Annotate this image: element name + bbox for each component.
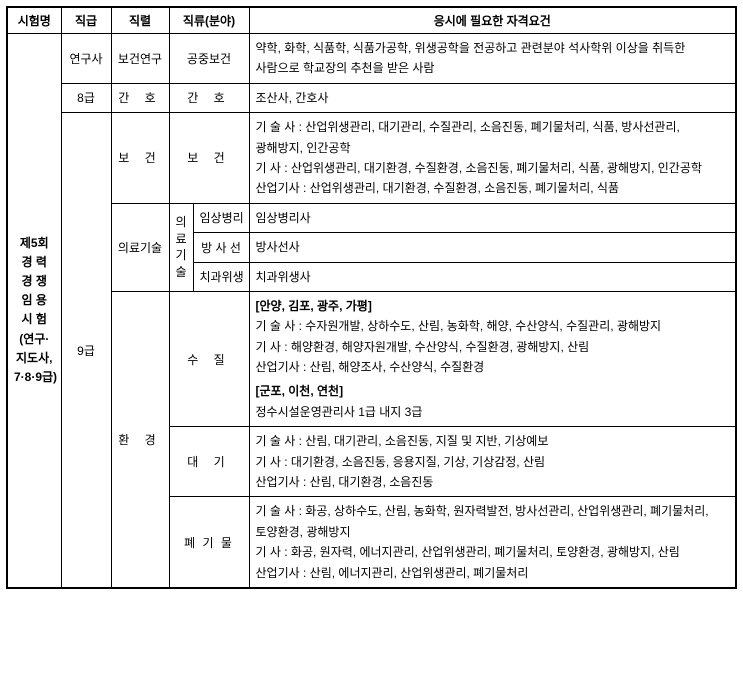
col-field: 직류(분야) (169, 7, 249, 34)
series-cell: 의료기술 (111, 203, 169, 291)
qual-line: 기 술 사 : 산업위생관리, 대기관리, 수질관리, 소음진동, 폐기물처리,… (256, 117, 730, 158)
qual-cell: 조산사, 간호사 (249, 83, 736, 112)
exam-name-l1: 제5회 (20, 236, 49, 250)
col-qual: 응시에 필요한 자격요건 (249, 7, 736, 34)
sub-l4: 술 (176, 265, 187, 279)
col-exam: 시험명 (7, 7, 61, 34)
grade-cell: 9급 (61, 113, 111, 588)
sub-l3: 기 (176, 248, 187, 262)
series-cell: 보건연구 (111, 34, 169, 84)
qual-line: 기 술 사 : 화공, 상하수도, 산림, 농화학, 원자력발전, 방사선관리,… (256, 501, 730, 542)
exam-name-l3: 경 쟁 (22, 274, 47, 288)
grade-cell: 연구사 (61, 34, 111, 84)
qual-cell: 방사선사 (249, 233, 736, 262)
qual-cell: 기 술 사 : 산업위생관리, 대기관리, 수질관리, 소음진동, 폐기물처리,… (249, 113, 736, 204)
qual-heading: [안양, 김포, 광주, 가평] (256, 296, 730, 316)
grade-cell: 8급 (61, 83, 111, 112)
qual-line: 산업기사 : 산림, 해양조사, 수산양식, 수질환경 (256, 357, 730, 377)
qual-cell: 약학, 화학, 식품학, 식품가공학, 위생공학을 전공하고 관련분야 석사학위… (249, 34, 736, 84)
series-cell: 보 건 (111, 113, 169, 204)
col-grade: 직급 (61, 7, 111, 34)
exam-name-l4: 임 용 (22, 293, 47, 307)
qual-line: 산업기사 : 산림, 에너지관리, 산업위생관리, 폐기물처리 (256, 563, 730, 583)
exam-name-l8: 7·8·9급) (14, 370, 57, 384)
qual-line: 산업기사 : 산업위생관리, 대기환경, 수질환경, 소음진동, 폐기물처리, … (256, 178, 730, 198)
subseries-vertical: 의 료 기 술 (169, 203, 193, 291)
qual-line: 기 술 사 : 산림, 대기관리, 소음진동, 지질 및 지반, 기상예보 (256, 431, 730, 451)
qual-cell: 임상병리사 (249, 203, 736, 232)
qualification-table: 시험명 직급 직렬 직류(분야) 응시에 필요한 자격요건 제5회 경 력 경 … (6, 6, 737, 589)
exam-name-cell: 제5회 경 력 경 쟁 임 용 시 험 (연구· 지도사, 7·8·9급) (7, 34, 61, 588)
qual-line: 산업기사 : 산림, 대기환경, 소음진동 (256, 472, 730, 492)
qual-line: 정수시설운영관리사 1급 내지 3급 (256, 402, 730, 422)
exam-name-l7: 지도사, (16, 351, 52, 365)
qual-line: 기 사 : 산업위생관리, 대기환경, 수질환경, 소음진동, 폐기물처리, 식… (256, 158, 730, 178)
field-cell: 치과위생 (193, 262, 249, 291)
qual-line: 기 사 : 대기환경, 소음진동, 응용지질, 기상, 기상감정, 산림 (256, 452, 730, 472)
sub-l1: 의 (176, 215, 187, 229)
qual-line: 기 술 사 : 수자원개발, 상하수도, 산림, 농화학, 해양, 수산양식, … (256, 316, 730, 336)
table-row: 환 경 수 질 [안양, 김포, 광주, 가평] 기 술 사 : 수자원개발, … (7, 291, 736, 426)
qual-heading: [군포, 이천, 연천] (256, 381, 730, 401)
table-row: 9급 보 건 보 건 기 술 사 : 산업위생관리, 대기관리, 수질관리, 소… (7, 113, 736, 204)
header-row: 시험명 직급 직렬 직류(분야) 응시에 필요한 자격요건 (7, 7, 736, 34)
qual-line: 기 사 : 해양환경, 해양자원개발, 수산양식, 수질환경, 광해방지, 산림 (256, 337, 730, 357)
table-row: 의료기술 의 료 기 술 임상병리 임상병리사 (7, 203, 736, 232)
field-cell: 수 질 (169, 291, 249, 426)
field-cell: 폐 기 물 (169, 497, 249, 588)
table-row: 제5회 경 력 경 쟁 임 용 시 험 (연구· 지도사, 7·8·9급) 연구… (7, 34, 736, 84)
qual-cell: 기 술 사 : 산림, 대기관리, 소음진동, 지질 및 지반, 기상예보 기 … (249, 427, 736, 497)
series-cell: 환 경 (111, 291, 169, 588)
field-cell: 임상병리 (193, 203, 249, 232)
sub-l2: 료 (176, 232, 187, 246)
exam-name-l6: (연구· (19, 332, 49, 346)
qual-line: 기 사 : 화공, 원자력, 에너지관리, 산업위생관리, 폐기물처리, 토양환… (256, 542, 730, 562)
qual-cell: 치과위생사 (249, 262, 736, 291)
series-cell: 간 호 (111, 83, 169, 112)
field-cell: 간 호 (169, 83, 249, 112)
field-cell: 보 건 (169, 113, 249, 204)
col-series: 직렬 (111, 7, 169, 34)
table-row: 8급 간 호 간 호 조산사, 간호사 (7, 83, 736, 112)
qual-cell: 기 술 사 : 화공, 상하수도, 산림, 농화학, 원자력발전, 방사선관리,… (249, 497, 736, 588)
qual-cell: [안양, 김포, 광주, 가평] 기 술 사 : 수자원개발, 상하수도, 산림… (249, 291, 736, 426)
field-cell: 공중보건 (169, 34, 249, 84)
field-cell: 대 기 (169, 427, 249, 497)
field-cell: 방 사 선 (193, 233, 249, 262)
exam-name-l5: 시 험 (22, 312, 47, 326)
exam-name-l2: 경 력 (22, 255, 47, 269)
